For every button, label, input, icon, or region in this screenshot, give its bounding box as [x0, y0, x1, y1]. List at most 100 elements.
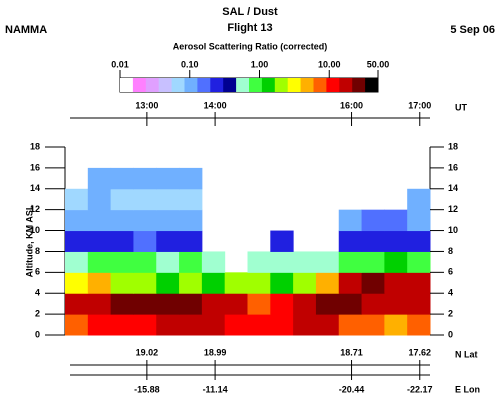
heatmap-cell: [407, 188, 431, 211]
y-tick-label-right: 0: [448, 329, 453, 339]
heatmap-cell: [87, 272, 112, 294]
heatmap-cell: [384, 314, 408, 336]
heatmap-cell: [110, 314, 134, 336]
heatmap-cell: [179, 188, 203, 211]
y-tick-label-right: 18: [448, 141, 458, 151]
heatmap-cell: [65, 293, 89, 315]
x-tick-label: 17:00: [408, 100, 431, 110]
heatmap-cell: [270, 251, 294, 273]
y-tick-label-right: 10: [448, 225, 458, 235]
colorbar-swatch: [171, 78, 185, 92]
heatmap-cell: [201, 293, 226, 315]
colorbar-swatch: [197, 78, 211, 92]
x-tick-label: 16:00: [340, 100, 363, 110]
heatmap-cell: [179, 314, 203, 336]
heatmap-cell: [201, 272, 226, 294]
colorbar-swatch: [261, 78, 276, 92]
heatmap-cell: [110, 251, 134, 273]
heatmap-cell: [156, 209, 180, 232]
heatmap-cell: [87, 293, 112, 315]
heatmap-cell: [65, 272, 89, 294]
heatmap-cell: [224, 293, 248, 315]
heatmap-cell: [361, 272, 385, 294]
heatmap-cell: [293, 272, 317, 294]
y-tick-label-right: 8: [448, 246, 453, 256]
heatmap-cell: [361, 251, 385, 273]
heatmap-cell: [133, 251, 157, 273]
colorbar-swatch: [274, 78, 289, 92]
heatmap-cell: [87, 167, 112, 190]
heatmap-cell: [247, 251, 271, 273]
heatmap-cell: [87, 230, 112, 252]
heatmap-cell: [110, 230, 134, 252]
heatmap-cell: [384, 230, 408, 252]
heatmap-cell: [65, 251, 89, 273]
lon-tick-label: -20.44: [339, 384, 365, 394]
heatmap-cell: [338, 314, 363, 336]
heatmap-cell: [156, 188, 180, 211]
heatmap-cell: [407, 230, 431, 252]
chart-title: SAL / Dust: [222, 6, 278, 18]
heatmap-cell: [179, 293, 203, 315]
heatmap-cell: [293, 251, 317, 273]
y-tick-label-right: 6: [448, 267, 453, 277]
heatmap-cell: [270, 293, 294, 315]
y-tick-label: 10: [30, 225, 40, 235]
colorbar-title: Aerosol Scattering Ratio (corrected): [173, 41, 328, 51]
lon-tick-label: -11.14: [203, 384, 228, 394]
heatmap-cell: [156, 293, 180, 315]
heatmap-cell: [315, 293, 340, 315]
heatmap-cell: [361, 230, 385, 252]
heatmap-cell: [338, 251, 363, 273]
heatmap-cell: [65, 188, 89, 211]
colorbar-swatch: [313, 78, 327, 92]
colorbar-swatch: [249, 78, 263, 92]
heatmap-cell: [384, 293, 408, 315]
heatmap-cell: [156, 314, 180, 336]
heatmap-cell: [179, 167, 203, 190]
heatmap-cell: [201, 314, 226, 336]
heatmap-cell: [179, 230, 203, 252]
heatmap-cell: [133, 293, 157, 315]
heatmap-cell: [133, 230, 157, 252]
y-tick-label-right: 14: [448, 183, 458, 193]
heatmap-cell: [407, 251, 431, 273]
colorbar-swatch: [300, 78, 314, 92]
heatmap-cell: [87, 209, 112, 232]
heatmap-cell: [293, 293, 317, 315]
lat-axis-label: N Lat: [455, 349, 478, 359]
heatmap-cell: [65, 209, 89, 232]
heatmap-cell: [133, 167, 157, 190]
colorbar-tick-label: 50.00: [367, 59, 390, 69]
heatmap-cell: [315, 251, 340, 273]
lon-tick-label: -22.17: [407, 384, 433, 394]
heatmap-cell: [361, 209, 385, 232]
heatmap-cell: [87, 251, 112, 273]
date-label: 5 Sep 06: [450, 24, 495, 36]
heatmap-cell: [65, 314, 89, 336]
lat-tick-label: 18.71: [340, 347, 363, 357]
heatmap-cell: [65, 230, 89, 252]
heatmap-cell: [133, 188, 157, 211]
heatmap-cell: [338, 293, 363, 315]
heatmap-cell: [315, 314, 340, 336]
heatmap-cell: [384, 251, 408, 273]
colorbar-tick-label: 1.00: [251, 59, 269, 69]
heatmap-cell: [87, 188, 112, 211]
colorbar-swatch: [132, 78, 147, 92]
heatmap-cell: [179, 251, 203, 273]
heatmap-cell: [384, 209, 408, 232]
y-tick-label: 18: [30, 141, 40, 151]
y-tick-label: 12: [30, 204, 40, 214]
colorbar-swatch: [158, 78, 173, 92]
colorbar-tick-label: 0.01: [111, 59, 129, 69]
heatmap-cell: [293, 314, 317, 336]
colorbar-swatch: [339, 78, 353, 92]
lon-tick-label: -15.88: [134, 384, 160, 394]
heatmap-cell: [407, 314, 431, 336]
campaign-label: NAMMA: [5, 24, 47, 36]
heatmap-cell: [133, 314, 157, 336]
heatmap-cell: [110, 272, 134, 294]
y-tick-label-right: 16: [448, 162, 458, 172]
